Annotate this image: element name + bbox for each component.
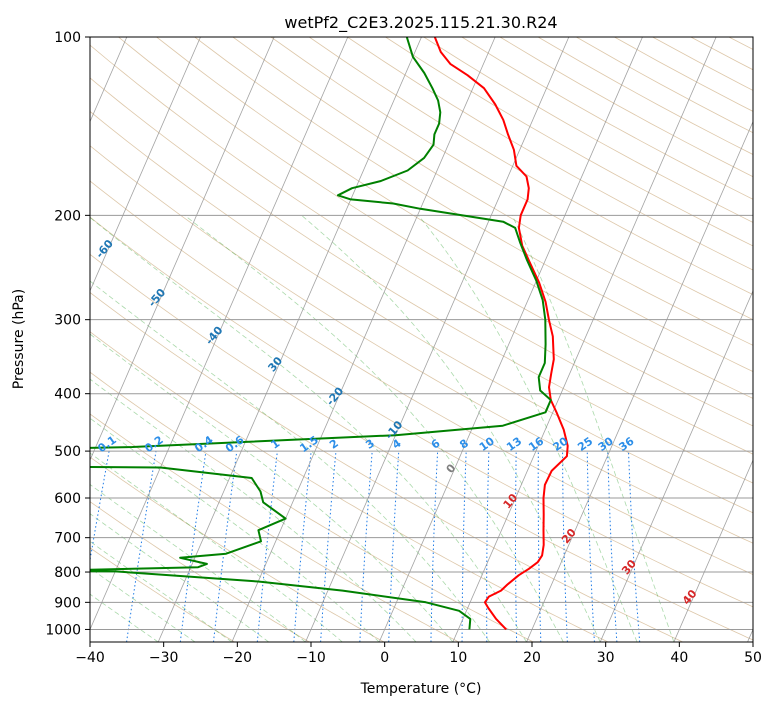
moist-adiabat-line — [90, 593, 159, 642]
chart-title: wetPf2_C2E3.2025.115.21.30.R24 — [284, 13, 557, 33]
plot-frame — [89, 36, 754, 643]
moist-adiabat-line — [90, 567, 196, 642]
x-axis-title: Temperature (°C) — [360, 681, 482, 697]
x-axis-ticks: −40 −30 −20 −10 0 10 20 30 40 50 — [75, 642, 762, 666]
mixing-ratio-line — [320, 451, 337, 642]
moist-adiabats — [90, 214, 675, 642]
profile-series-line-2 — [90, 37, 552, 630]
x-tick-label: 0 — [380, 650, 389, 666]
x-tick-label: −40 — [75, 650, 105, 666]
isotherm-line — [231, 37, 496, 642]
dry-adiabat-line — [90, 331, 609, 642]
mixing-ratio-line — [293, 451, 312, 642]
moist-adiabat-line — [90, 483, 306, 642]
y-tick-label: 200 — [54, 208, 81, 224]
dry-adiabat-line — [232, 37, 753, 346]
isotherm-line — [90, 37, 201, 292]
y-tick-label: 400 — [54, 387, 81, 403]
dry-adiabat-line — [90, 413, 459, 642]
y-axis-ticks: 100 200 300 400 500 600 700 800 900 1000 — [45, 30, 90, 638]
x-tick-label: −10 — [296, 650, 326, 666]
dry-adiabat-line — [90, 145, 753, 544]
dry-adiabat-line — [90, 180, 753, 575]
dry-adiabat-line — [90, 292, 683, 642]
dry-adiabat-line — [90, 44, 753, 455]
isotherm-line — [90, 37, 349, 631]
isotherm-line — [378, 37, 643, 642]
isotherm-line — [157, 37, 422, 642]
isotherm-line — [599, 289, 753, 642]
plot-area: 0.10.20.40.611.52346810131620253036-100-… — [90, 37, 753, 642]
mixing-ratio-line — [213, 451, 238, 642]
y-tick-label: 100 — [54, 30, 81, 46]
isotherm-line — [673, 459, 753, 642]
isotherm-line — [526, 120, 753, 642]
profile-series — [90, 37, 569, 631]
y-tick-label: 600 — [54, 491, 81, 507]
x-tick-label: 30 — [597, 650, 615, 666]
x-tick-label: 40 — [670, 650, 688, 666]
dry-adiabat-line — [308, 37, 753, 296]
dry-adiabat-line — [90, 77, 753, 484]
moist-adiabat-line — [90, 333, 454, 642]
moist-adiabat-line — [90, 216, 527, 642]
dry-adiabat-line — [194, 37, 753, 372]
x-tick-label: 50 — [744, 650, 762, 666]
isotherm-line — [90, 37, 275, 462]
x-tick-label: 20 — [523, 650, 541, 666]
moist-adiabat-line — [90, 417, 380, 642]
y-tick-label: 300 — [54, 313, 81, 329]
y-tick-label: 800 — [54, 565, 81, 581]
moist-adiabat-line — [90, 280, 491, 642]
x-tick-label: −20 — [223, 650, 253, 666]
profile-series-line-1 — [433, 37, 569, 631]
y-tick-label: 1000 — [45, 622, 81, 638]
x-tick-label: −30 — [149, 650, 179, 666]
dry-adiabat-line — [90, 501, 310, 642]
moist-adiabat-line — [511, 215, 675, 642]
y-tick-label: 500 — [54, 444, 81, 460]
dry-adiabat-line — [90, 456, 385, 642]
dry-adiabat-line — [90, 547, 235, 642]
dry-adiabat-line — [270, 37, 753, 321]
moist-adiabat-line — [301, 214, 601, 642]
mixing-ratio-line — [256, 451, 278, 642]
moist-adiabat-line — [90, 540, 233, 642]
dry-adiabat-line — [118, 37, 753, 427]
y-tick-label: 700 — [54, 531, 81, 547]
isotherm-grid — [90, 37, 753, 642]
dry-adiabat-line — [156, 37, 753, 399]
dry-adiabat-line — [90, 216, 753, 608]
y-tick-label: 900 — [54, 595, 81, 611]
moist-adiabat-line — [90, 378, 417, 642]
x-tick-label: 10 — [449, 650, 467, 666]
y-axis-title: Pressure (hPa) — [11, 289, 27, 389]
mixing-ratio-line — [179, 451, 207, 642]
isotherm-line — [305, 37, 570, 642]
moist-adiabat-line — [417, 215, 638, 642]
dry-adiabat-line — [90, 110, 753, 514]
isotherm-line — [452, 37, 717, 642]
